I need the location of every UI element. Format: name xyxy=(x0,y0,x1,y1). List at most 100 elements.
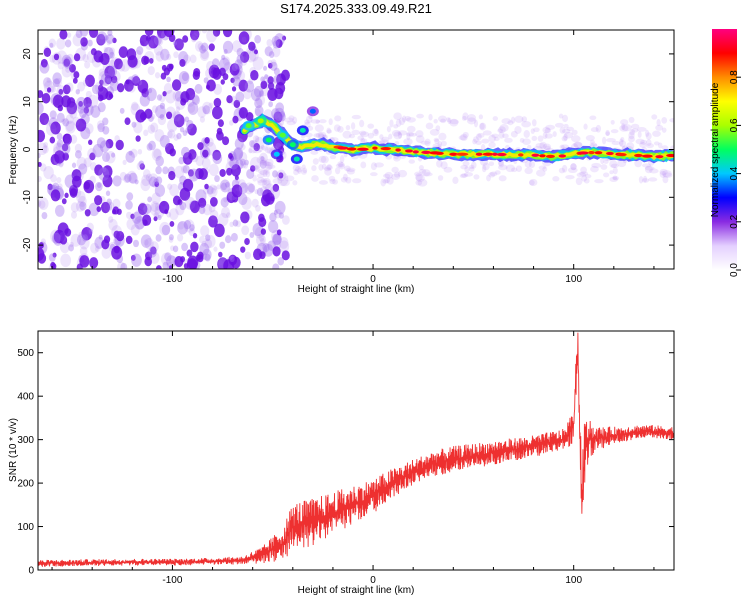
ridge-halo-speckle xyxy=(323,166,332,172)
ridge-halo-speckle xyxy=(397,169,408,178)
noise-speckle xyxy=(159,221,171,236)
ridge-halo-speckle xyxy=(345,124,351,131)
noise-speckle xyxy=(69,184,78,197)
noise-speckle xyxy=(88,30,99,38)
ridge-halo-speckle xyxy=(481,138,490,144)
noise-speckle xyxy=(183,263,189,269)
noise-speckle xyxy=(158,200,170,214)
noise-speckle xyxy=(166,255,177,268)
noise-speckle xyxy=(234,175,239,181)
noise-speckle xyxy=(239,151,248,163)
noise-speckle xyxy=(111,152,116,158)
noise-speckle xyxy=(259,185,268,196)
ridge-halo-speckle xyxy=(391,166,399,173)
noise-speckle xyxy=(83,179,95,194)
ridge-halo-speckle xyxy=(544,133,553,139)
ridge-hotspot xyxy=(531,153,540,157)
noise-speckle xyxy=(45,122,57,136)
noise-speckle xyxy=(176,132,182,140)
ridge-hotspot xyxy=(545,154,555,158)
noise-speckle xyxy=(153,148,162,159)
noise-speckle xyxy=(147,65,155,76)
ridge-halo-speckle xyxy=(256,156,266,164)
noise-speckle xyxy=(39,163,47,172)
noise-speckle xyxy=(183,220,192,230)
noise-speckle xyxy=(167,119,178,133)
noise-speckle xyxy=(185,126,191,134)
noise-speckle xyxy=(102,125,110,135)
noise-speckle xyxy=(232,40,242,53)
noise-speckle xyxy=(56,132,63,141)
noise-speckle xyxy=(253,142,261,152)
ridge-halo-speckle xyxy=(415,174,425,183)
ridge-hotspot xyxy=(492,152,498,156)
noise-speckle xyxy=(143,239,149,246)
noise-speckle xyxy=(97,102,106,113)
ridge-halo-speckle xyxy=(583,178,590,184)
noise-speckle xyxy=(58,161,64,168)
noise-speckle xyxy=(38,247,45,262)
noise-speckle xyxy=(228,153,233,160)
ridge-halo-speckle xyxy=(301,164,306,170)
ridge-halo-speckle xyxy=(542,132,548,140)
ridge-halo-speckle xyxy=(462,160,470,167)
spectrogram-ylabel: Frequency (Hz) xyxy=(8,116,19,185)
noise-speckle xyxy=(135,135,141,142)
noise-speckle xyxy=(61,95,72,108)
noise-speckle xyxy=(159,113,165,120)
ridge-halo-speckle xyxy=(609,170,614,175)
ridge-halo-speckle xyxy=(562,164,568,173)
noise-speckle xyxy=(182,152,193,165)
ridge-halo-speckle xyxy=(529,179,535,186)
noise-speckle xyxy=(200,49,209,60)
noise-speckle xyxy=(61,198,67,205)
ridge-halo-speckle xyxy=(504,137,513,143)
ridge-halo-speckle xyxy=(263,179,271,186)
noise-speckle xyxy=(199,45,207,54)
ridge-halo-speckle xyxy=(570,163,577,171)
ridge-halo-speckle xyxy=(260,161,270,166)
noise-speckle xyxy=(104,65,116,80)
ridge-halo-speckle xyxy=(501,118,512,125)
ridge-halo-speckle xyxy=(521,120,532,128)
ridge-halo-speckle xyxy=(464,165,470,173)
ridge-halo-speckle xyxy=(507,120,514,126)
ridge-halo-speckle xyxy=(265,169,271,178)
ridge-halo-speckle xyxy=(589,115,597,120)
noise-speckle xyxy=(131,121,137,128)
noise-speckle xyxy=(76,234,86,246)
ridge-halo-speckle xyxy=(438,132,447,141)
noise-speckle xyxy=(155,104,166,119)
ridge-halo-speckle xyxy=(288,115,295,121)
snr-ytick-label: 400 xyxy=(17,392,34,403)
ridge-halo-speckle xyxy=(389,119,394,128)
noise-speckle xyxy=(42,62,48,69)
noise-speckle xyxy=(184,219,195,233)
ridge-halo-speckle xyxy=(467,113,477,122)
noise-speckle xyxy=(77,104,85,114)
ridge-halo-speckle xyxy=(326,127,332,134)
noise-speckle xyxy=(155,155,164,167)
ridge-halo-speckle xyxy=(519,137,525,143)
noise-speckle xyxy=(249,140,255,148)
noise-speckle xyxy=(184,196,196,210)
ridge-hotspot xyxy=(666,153,674,158)
noise-speckle xyxy=(70,211,78,219)
noise-speckle xyxy=(269,212,277,222)
ridge-halo-speckle xyxy=(460,133,468,142)
ridge-halo-speckle xyxy=(544,145,551,151)
noise-speckle xyxy=(63,134,72,144)
noise-speckle xyxy=(63,58,71,67)
ridge-halo-speckle xyxy=(318,164,324,171)
snr-axes: -100 0 100 0 100 200 300 400 500 xyxy=(17,331,674,586)
ridge-hotspot xyxy=(655,155,664,159)
noise-speckle xyxy=(57,61,64,70)
noise-speckle xyxy=(173,51,179,59)
noise-speckle xyxy=(102,167,107,173)
ridge-halo-speckle xyxy=(382,179,389,184)
ridge-halo-speckle xyxy=(659,168,668,176)
noise-speckle xyxy=(226,95,233,104)
ridge-halo-speckle xyxy=(609,160,618,168)
ridge-halo-speckle xyxy=(449,118,459,127)
